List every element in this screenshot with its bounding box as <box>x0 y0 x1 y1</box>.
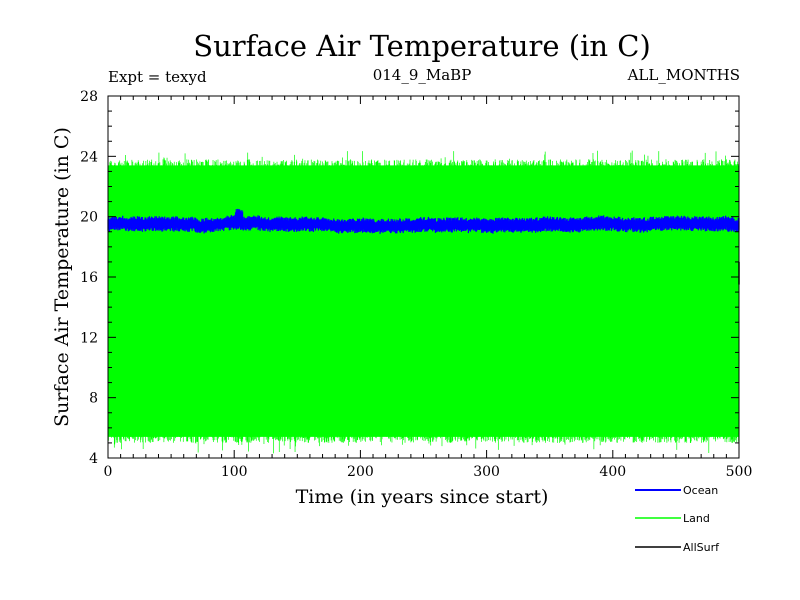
legend-label-land: Land <box>683 512 710 525</box>
subtitle-left: Expt = texyd <box>108 68 207 86</box>
land-series-line <box>107 150 740 454</box>
y-tick-label: 16 <box>80 270 98 286</box>
data-layer <box>107 150 740 454</box>
y-tick-label: 28 <box>80 89 98 105</box>
x-tick-label: 500 <box>726 464 753 480</box>
y-tick-label: 24 <box>80 149 98 165</box>
y-tick-label: 12 <box>80 330 98 346</box>
legend-label-allsurf: AllSurf <box>683 541 720 554</box>
legend-label-ocean: Ocean <box>683 484 718 497</box>
subtitle-right: ALL_MONTHS <box>627 66 740 84</box>
legend: Ocean Land AllSurf <box>635 484 720 554</box>
axes-layer: 0 100 200 300 400 500 4 8 12 16 20 24 28 <box>80 89 752 480</box>
chart-title: Surface Air Temperature (in C) <box>193 29 651 63</box>
x-tick-label: 0 <box>104 464 113 480</box>
x-tick-label: 300 <box>473 464 500 480</box>
x-tick-label: 400 <box>599 464 626 480</box>
ocean-series-line <box>107 208 740 234</box>
y-tick-label: 8 <box>89 391 98 407</box>
x-tick-label: 200 <box>347 464 374 480</box>
subtitle-center: 014_9_MaBP <box>373 66 472 84</box>
y-axis-label: Surface Air Temperature (in C) <box>51 127 73 427</box>
x-axis-label: Time (in years since start) <box>296 486 549 508</box>
x-tick-label: 100 <box>221 464 248 480</box>
y-tick-label: 20 <box>80 210 98 226</box>
y-tick-label: 4 <box>89 451 98 467</box>
